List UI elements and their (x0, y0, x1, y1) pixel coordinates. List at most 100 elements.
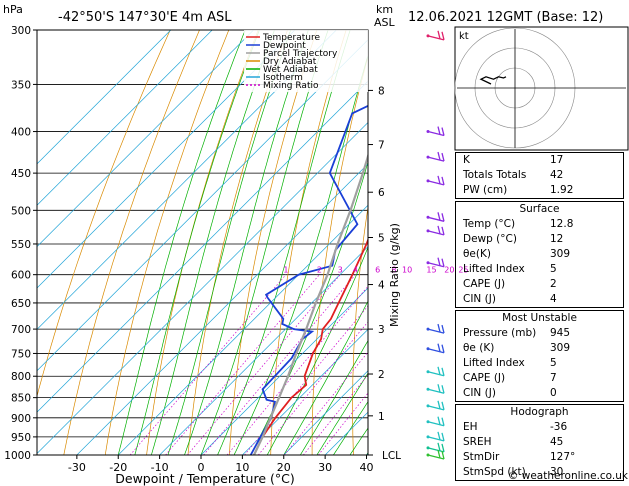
pressure-tick-label: 850 (11, 393, 31, 405)
wet-adiabat (134, 30, 260, 455)
mixing-ratio-line (226, 285, 368, 455)
mu-row: CIN (J) 0 (456, 386, 623, 401)
mixing-ratio-label: 10 (402, 266, 412, 275)
wind-barb-flag (441, 213, 445, 222)
pressure-tick-label: 550 (11, 239, 31, 251)
pressure-tick-label: 450 (11, 168, 31, 180)
surface-value: 5 (550, 263, 557, 275)
wind-barb (427, 436, 445, 442)
surface-value: 2 (550, 278, 557, 290)
mu-value: 0 (550, 387, 557, 399)
indices-row: K 17 (456, 153, 623, 168)
legend-background (244, 30, 368, 92)
isotherm (200, 287, 368, 455)
wet-adiabat (283, 300, 368, 455)
series-line-parcel-trajectory (253, 152, 368, 455)
mixing-ratio-label: 1 (283, 266, 288, 275)
wind-barb-flag (437, 343, 441, 352)
surface-value: 12.8 (550, 218, 574, 230)
hodo-value: 45 (550, 436, 564, 448)
hodo-row: EH -36 (456, 420, 623, 435)
isotherm (37, 80, 368, 413)
isotherm (37, 30, 213, 206)
mixing-ratio-label: 15 (426, 266, 436, 275)
pressure-tick-label: 400 (11, 127, 31, 139)
mu-key: Lifted Index (463, 357, 525, 369)
legend-label: Temperature (262, 33, 320, 43)
series-line-temperature (253, 237, 368, 455)
legend-label: Mixing Ratio (263, 81, 319, 91)
legend-label: Isotherm (263, 73, 303, 83)
mu-row: Lifted Index 5 (456, 356, 623, 371)
wind-barb (427, 35, 445, 41)
wind-barb-flag (437, 323, 441, 333)
indices-value: 17 (550, 154, 564, 166)
mixing-ratio-line (129, 274, 287, 455)
mixing-ratio-line (284, 351, 368, 455)
dry-adiabat (352, 204, 368, 455)
wind-barb-flag (441, 417, 445, 426)
surface-row: Dewp (°C) 12 (456, 232, 623, 247)
wet-adiabat (333, 401, 368, 455)
wind-barb-base (426, 179, 430, 183)
wind-barb (427, 180, 445, 186)
altitude-tick-label: 2 (378, 369, 385, 381)
date-title: 12.06.2021 12GMT (Base: 12) (408, 10, 603, 25)
pressure-tick-label: 900 (11, 413, 31, 425)
dry-adiabat (228, 30, 318, 455)
hodograph-stats-title: Hodograph (510, 406, 569, 418)
mixing-ratio-label: 25 (458, 266, 468, 275)
hodo-row: StmDir 127° (456, 450, 623, 465)
wind-barb-flag (441, 432, 445, 442)
wind-barb-flag (437, 366, 441, 375)
wind-barb-flag (437, 449, 441, 459)
hodo-value: 30 (550, 466, 564, 478)
temperature-tick-label: 0 (198, 461, 205, 474)
wind-barb-base (426, 155, 430, 159)
wet-adiabat (117, 30, 246, 455)
hodograph: kt (454, 26, 629, 151)
legend-label: Dry Adiabat (263, 57, 317, 67)
isotherm (37, 30, 172, 165)
mu-value: 945 (550, 327, 571, 339)
wind-barb-flag (437, 212, 441, 221)
altitude-tick-label: 5 (378, 232, 385, 244)
surface-row: CIN (J) 4 (456, 292, 623, 307)
altitude-tick-label: 1 (378, 411, 385, 423)
surface-row: Temp (°C) 12.8 (456, 217, 623, 232)
x-axis-title: Dewpoint / Temperature (°C) (115, 471, 294, 486)
mixing-ratio-axis-title: Mixing Ratio (g/kg) (388, 223, 401, 327)
wind-barb (427, 388, 445, 394)
indices-row: Totals Totals 42 (456, 168, 623, 183)
hodo-row: SREH 45 (456, 435, 623, 450)
pressure-tick-label: 1000 (4, 450, 31, 462)
series-line-dewpoint (249, 104, 368, 455)
hodograph-stats-box: Hodograph EH -36 SREH 45 StmDir 127° StmSpd (k… (455, 404, 624, 481)
surface-key: Dewp (°C) (463, 233, 517, 245)
wind-barb-base (426, 215, 430, 219)
dry-adiabat (187, 30, 288, 455)
wet-adiabat (217, 30, 351, 455)
wind-barb (427, 262, 445, 268)
wind-barb (427, 454, 445, 460)
wind-barb-base (426, 404, 430, 408)
isotherm (37, 39, 368, 372)
wind-barb-flag (437, 175, 441, 185)
indices-key: K (463, 154, 470, 166)
mixing-ratio-line (258, 321, 368, 455)
mixing-ratio-label: 3 (338, 266, 343, 275)
isotherm (37, 30, 337, 330)
wind-barb-flag (441, 450, 445, 460)
wind-barb-flag (441, 226, 445, 236)
wind-barb (427, 156, 445, 162)
wind-barb (427, 447, 445, 453)
surface-row: Lifted Index 5 (456, 262, 623, 277)
wind-barb (427, 328, 445, 334)
wind-barb-flag (441, 258, 445, 267)
wind-barb-flag (441, 152, 445, 162)
mu-key: Pressure (mb) (463, 327, 537, 339)
temperature-tick-label: 20 (277, 461, 291, 474)
wind-barb-flag (437, 151, 441, 161)
indices-value: 1.92 (550, 184, 574, 196)
